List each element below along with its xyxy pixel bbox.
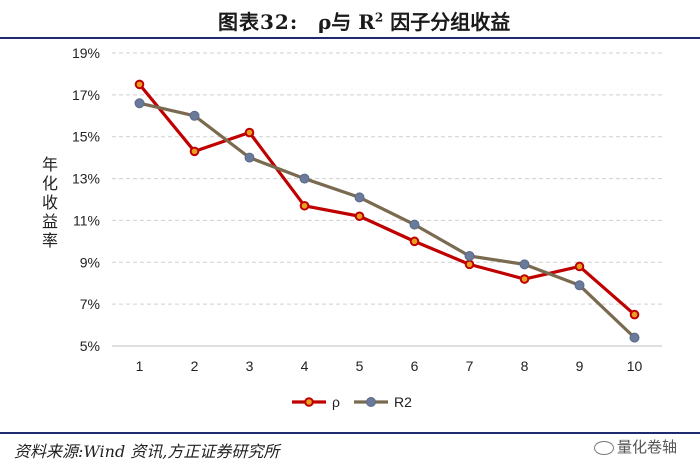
x-tick-label: 5 bbox=[356, 358, 364, 374]
series-line-0 bbox=[138, 83, 636, 316]
x-tick-label: 3 bbox=[246, 358, 254, 374]
data-point-r2 bbox=[409, 219, 420, 230]
data-point-rho bbox=[134, 79, 145, 90]
title-bar: 图表32: ρ与 R2 因子分组收益 bbox=[0, 0, 700, 34]
y-tick-label: 13% bbox=[72, 171, 100, 187]
source-note: 资料来源:Wind 资讯,方正证券研究所 bbox=[14, 442, 280, 461]
legend-marker-rho bbox=[304, 397, 314, 407]
x-tick-label: 1 bbox=[136, 358, 144, 374]
x-tick-label: 8 bbox=[521, 358, 529, 374]
x-tick-label: 2 bbox=[191, 358, 199, 374]
chart-title: ρ与 R2 因子分组收益 bbox=[318, 6, 510, 35]
data-point-r2 bbox=[574, 280, 585, 291]
footer-divider bbox=[0, 432, 700, 434]
y-tick-label: 7% bbox=[80, 296, 100, 312]
y-axis-label-char: 益 bbox=[42, 213, 58, 231]
data-point-r2 bbox=[464, 251, 475, 262]
title-divider bbox=[0, 37, 700, 39]
data-point-rho bbox=[299, 200, 310, 211]
legend-label: R2 bbox=[394, 394, 412, 410]
data-point-r2 bbox=[629, 332, 640, 343]
data-point-r2 bbox=[519, 259, 530, 270]
data-point-rho bbox=[354, 211, 365, 222]
y-tick-label: 17% bbox=[72, 87, 100, 103]
legend-label: ρ bbox=[332, 394, 340, 410]
legend-marker-r2 bbox=[366, 397, 376, 407]
y-tick-label: 11% bbox=[73, 212, 100, 228]
y-axis-label-char: 年 bbox=[42, 156, 58, 174]
x-tick-label: 6 bbox=[411, 358, 419, 374]
x-tick-label: 9 bbox=[576, 358, 584, 374]
y-tick-label: 9% bbox=[80, 254, 100, 270]
data-point-rho bbox=[464, 259, 475, 270]
y-tick-label: 19% bbox=[72, 45, 100, 61]
data-point-rho bbox=[409, 236, 420, 247]
title-main: ρ与 R bbox=[318, 10, 375, 34]
y-axis-label-char: 化 bbox=[42, 175, 58, 193]
data-point-rho bbox=[519, 274, 530, 284]
data-point-rho bbox=[244, 127, 255, 138]
title-tail: 因子分组收益 bbox=[383, 10, 511, 34]
series-line-1 bbox=[139, 101, 636, 339]
data-point-r2 bbox=[134, 98, 145, 109]
watermark-text: 量化卷轴 bbox=[617, 439, 678, 456]
title-superscript: 2 bbox=[374, 10, 384, 25]
x-tick-label: 10 bbox=[627, 358, 643, 374]
data-point-rho bbox=[629, 309, 640, 320]
data-point-r2 bbox=[354, 192, 365, 203]
y-tick-label: 5% bbox=[80, 338, 100, 354]
x-tick-label: 7 bbox=[466, 358, 474, 374]
y-axis-label-char: 率 bbox=[42, 232, 58, 250]
data-point-rho bbox=[189, 146, 200, 157]
y-tick-label: 15% bbox=[72, 129, 100, 145]
watermark: 量化卷轴 bbox=[594, 436, 677, 457]
y-axis-label-char: 收 bbox=[42, 194, 58, 212]
data-point-r2 bbox=[244, 152, 255, 163]
data-point-r2 bbox=[299, 173, 310, 184]
data-point-r2 bbox=[189, 110, 200, 121]
data-point-rho bbox=[574, 261, 585, 272]
figure-label: 图表32: bbox=[218, 10, 299, 34]
x-tick-label: 4 bbox=[301, 358, 309, 374]
wechat-icon bbox=[594, 441, 614, 456]
